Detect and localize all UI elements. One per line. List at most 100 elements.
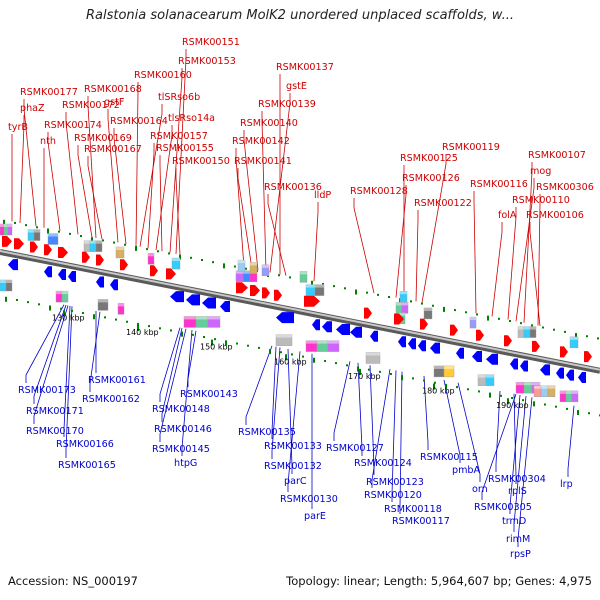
feature-box — [275, 334, 293, 346]
feature-box-highlight — [243, 270, 250, 274]
feature-box-highlight — [148, 253, 154, 257]
reverse-gene-label: RSMK00143 — [180, 389, 238, 400]
reverse-gene-label: RSMK00130 — [280, 494, 338, 505]
feature-box-highlight — [8, 224, 12, 227]
forward-gene-label: RSMK00137 — [276, 62, 334, 73]
map-title: Ralstonia solanacearum MolK2 unordered u… — [85, 8, 514, 23]
forward-gene-label: RSMK00106 — [526, 210, 584, 221]
forward-label-leader — [523, 162, 533, 323]
reverse-gene-arrow — [578, 371, 586, 383]
reverse-label-leader — [271, 347, 281, 459]
forward-gene-label: RSMK00110 — [512, 195, 570, 206]
feature-box — [147, 253, 155, 265]
feature-box-highlight — [84, 240, 90, 244]
forward-label-leader — [395, 185, 407, 298]
forward-label-leader — [313, 202, 319, 282]
forward-gene-arrow — [82, 251, 90, 263]
reverse-label-leader — [181, 329, 193, 456]
feature-box — [171, 257, 181, 270]
feature-box-highlight — [48, 233, 58, 237]
feature-box — [117, 303, 125, 315]
feature-box-highlight — [62, 291, 68, 295]
reverse-gene-label: RSMK00145 — [152, 444, 210, 455]
feature-box-highlight — [570, 336, 578, 340]
reverse-gene-label: RSMK00118 — [384, 504, 442, 515]
forward-label-leader — [473, 191, 477, 314]
feature-box — [97, 299, 109, 311]
forward-gene-label: RSMK00306 — [536, 182, 594, 193]
reverse-gene-label: trmD — [502, 516, 526, 527]
feature-box-highlight — [0, 224, 4, 227]
reverse-gene-arrow — [202, 297, 216, 309]
feature-box — [469, 316, 477, 329]
feature-box-highlight — [236, 270, 243, 274]
forward-gene-arrow — [262, 287, 270, 299]
reverse-gene-arrow — [44, 266, 52, 278]
reverse-label-leader — [287, 349, 293, 474]
forward-gene-label: mog — [530, 166, 551, 177]
reverse-gene-arrow — [8, 259, 18, 271]
reverse-label-leader — [33, 305, 69, 424]
ruler-label: 180 kbp — [422, 387, 455, 396]
feature-box-highlight — [118, 303, 124, 307]
feature-box-highlight — [518, 326, 524, 330]
reverse-label-leader — [513, 396, 527, 532]
feature-box-highlight — [566, 390, 572, 394]
reverse-gene-label: rplS — [508, 486, 527, 497]
forward-label-leader — [175, 168, 181, 255]
forward-label-leader — [77, 145, 93, 238]
reverse-gene-label: htpG — [174, 458, 197, 469]
reverse-gene-arrow — [186, 294, 200, 306]
reverse-label-leader — [25, 304, 65, 383]
feature-box — [399, 291, 408, 303]
feature-box-highlight — [424, 307, 432, 311]
forward-label-leader — [87, 96, 97, 239]
ruler-label: 150 kbp — [200, 343, 233, 352]
forward-label-leader — [147, 143, 155, 249]
forward-gene-arrow — [30, 241, 38, 253]
reverse-gene-label: RSMK00170 — [26, 426, 84, 437]
reverse-gene-label: RSMK00304 — [488, 474, 546, 485]
forward-gene-label: RSMK00136 — [264, 182, 322, 193]
forward-gene-arrow — [58, 246, 68, 258]
feature-box — [299, 271, 308, 283]
reverse-gene-label: RSMK00305 — [474, 502, 532, 513]
forward-gene-arrow — [14, 238, 24, 250]
reverse-label-leader — [159, 328, 187, 442]
forward-label-leader — [243, 130, 259, 271]
reverse-label-leader — [517, 397, 533, 547]
feature-box — [237, 259, 246, 272]
feature-box-highlight — [478, 374, 486, 378]
forward-gene-label: RSMK00151 — [182, 37, 240, 48]
feature-box-highlight — [470, 317, 476, 321]
forward-gene-label: RSMK00140 — [240, 118, 298, 129]
reverse-gene-label: RSMK00148 — [152, 404, 210, 415]
reverse-gene-label: parC — [284, 476, 307, 487]
forward-label-leader — [65, 112, 79, 235]
forward-gene-label: RSMK00126 — [402, 173, 460, 184]
forward-gene-arrow — [450, 324, 458, 336]
feature-boxes — [0, 223, 579, 403]
reverse-label-leader — [457, 382, 481, 482]
forward-label-leader — [261, 111, 267, 272]
forward-gene-label: RSMK00139 — [258, 99, 316, 110]
feature-box — [569, 336, 579, 349]
feature-box-highlight — [560, 390, 566, 394]
reverse-gene-label: lrp — [560, 479, 573, 490]
backbone-highlight — [0, 250, 600, 371]
forward-gene-label: RSMK00141 — [234, 156, 292, 167]
forward-label-leader — [235, 148, 245, 268]
label-leader-lines — [11, 49, 575, 547]
reverse-gene-label: RSMK00132 — [264, 461, 322, 472]
forward-gene-arrow — [560, 346, 568, 358]
reverse-gene-label: RSMK00161 — [88, 375, 146, 386]
feature-box-highlight — [328, 340, 339, 344]
reverse-label-leader — [513, 393, 517, 484]
gene-arrows — [2, 235, 592, 383]
reverse-gene-arrow — [556, 367, 564, 379]
reverse-gene-arrow — [58, 268, 66, 280]
reverse-label-leader — [399, 371, 403, 514]
forward-gene-arrow — [166, 268, 176, 280]
ruler-label: 160 kbp — [274, 357, 307, 366]
forward-label-leader — [23, 99, 37, 227]
